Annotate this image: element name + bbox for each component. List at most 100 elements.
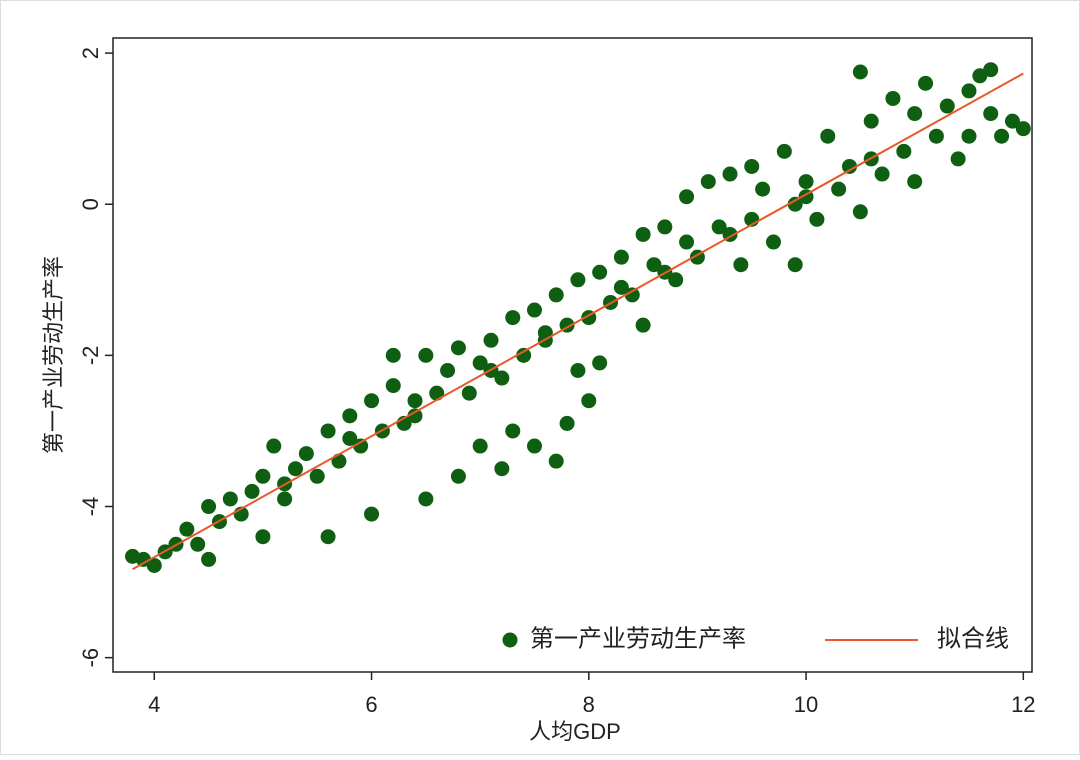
point (983, 62, 999, 78)
point (461, 385, 477, 401)
point (526, 438, 542, 454)
point (548, 287, 564, 303)
point (244, 483, 260, 499)
point (570, 272, 586, 288)
point (787, 196, 803, 212)
x-tick-label: 6 (365, 692, 377, 717)
x-axis-label: 人均GDP (529, 719, 621, 744)
point (494, 370, 510, 386)
point (722, 166, 738, 182)
point (418, 491, 434, 507)
point (570, 362, 586, 378)
point (472, 355, 488, 371)
point (309, 468, 325, 484)
point (255, 468, 271, 484)
point (798, 174, 814, 190)
point (179, 521, 195, 537)
fit-line (132, 72, 1024, 571)
point (657, 219, 673, 235)
point (364, 393, 380, 409)
x-tick-label: 4 (148, 692, 160, 717)
point (537, 325, 553, 341)
point (679, 234, 695, 250)
point (983, 106, 999, 122)
point (201, 499, 217, 515)
point (472, 438, 488, 454)
x-tick-label: 8 (583, 692, 595, 717)
point (885, 90, 901, 106)
point (407, 393, 423, 409)
point (407, 408, 423, 424)
point (896, 143, 912, 159)
point (592, 355, 608, 371)
point (364, 506, 380, 522)
point (961, 83, 977, 99)
point (668, 272, 684, 288)
point (679, 189, 695, 205)
point (733, 257, 749, 273)
point (852, 204, 868, 220)
point (222, 491, 238, 507)
point (613, 279, 629, 295)
point (505, 423, 521, 439)
point (1015, 121, 1031, 137)
point (831, 181, 847, 197)
plot-area (112, 37, 1033, 673)
point (320, 529, 336, 545)
point (907, 174, 923, 190)
point (842, 158, 858, 174)
point (287, 461, 303, 477)
point (516, 347, 532, 363)
point (353, 438, 369, 454)
point (755, 181, 771, 197)
y-tick-label: -2 (78, 346, 103, 366)
x-tick-label: 12 (1011, 692, 1035, 717)
point (342, 431, 358, 447)
point (483, 332, 499, 348)
point (809, 211, 825, 227)
point (559, 415, 575, 431)
point (277, 491, 293, 507)
point (820, 128, 836, 144)
point (787, 257, 803, 273)
point (961, 128, 977, 144)
y-tick-label: 2 (78, 47, 103, 59)
point (852, 64, 868, 80)
point (646, 257, 662, 273)
point (635, 317, 651, 333)
point (711, 219, 727, 235)
point (255, 529, 271, 545)
y-tick-label: -6 (78, 648, 103, 668)
point (581, 393, 597, 409)
point (994, 128, 1010, 144)
point (928, 128, 944, 144)
point (418, 347, 434, 363)
point (918, 75, 934, 91)
x-tick-label: 10 (794, 692, 818, 717)
point (635, 226, 651, 242)
point (624, 287, 640, 303)
point (526, 302, 542, 318)
y-tick-label: -4 (78, 497, 103, 517)
point (700, 174, 716, 190)
legend-marker (502, 632, 518, 648)
point (776, 143, 792, 159)
legend-label: 第一产业劳动生产率 (530, 625, 746, 652)
point (146, 557, 162, 573)
point (201, 551, 217, 567)
point (385, 347, 401, 363)
point (429, 385, 445, 401)
point (950, 151, 966, 167)
point (1004, 113, 1020, 129)
point (298, 446, 314, 462)
point (320, 423, 336, 439)
point (939, 98, 955, 114)
point (266, 438, 282, 454)
point (613, 249, 629, 265)
point (907, 106, 923, 122)
point (744, 158, 760, 174)
point (450, 340, 466, 356)
y-tick-label: 0 (78, 198, 103, 210)
